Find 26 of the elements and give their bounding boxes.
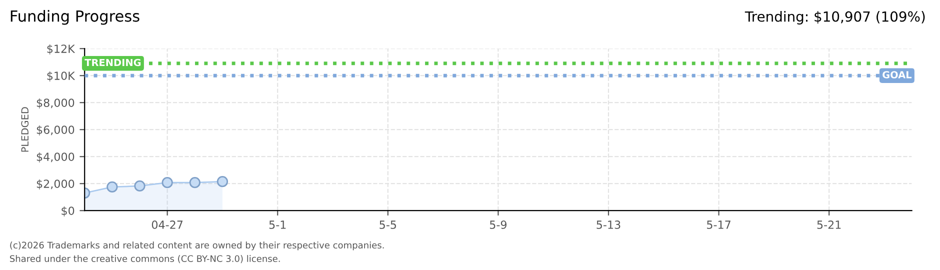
- y-tick-label: $12K: [47, 44, 76, 54]
- x-tick-label: 5-13: [596, 220, 620, 229]
- x-tick-label: 04-27: [152, 220, 183, 229]
- ref-line-label: TRENDING: [84, 58, 141, 66]
- x-tick-label: 5-5: [380, 220, 396, 229]
- point: [189, 177, 200, 188]
- point: [216, 176, 228, 188]
- text: (c)2026 Trademarks and related content are owned by their respective companies.: [10, 242, 384, 250]
- x-tick-label: 5-17: [707, 220, 730, 229]
- y-tick-label: $4,000: [36, 152, 74, 162]
- y-axis-title: PLEDGED: [21, 107, 29, 152]
- text: Trending: $10,907 (109%): [744, 11, 925, 24]
- y-tick-label: $8,000: [36, 98, 74, 108]
- x-tick-label: 5-9: [490, 220, 506, 229]
- x-tick-label: 5-21: [817, 220, 841, 229]
- chart-title: Funding Progress: [10, 10, 140, 25]
- point: [134, 180, 146, 192]
- y-tick-label: $6,000: [36, 125, 74, 136]
- y-tick-label: $10K: [47, 71, 76, 82]
- y-tick-label: $0: [62, 206, 74, 216]
- text: Shared under the creative commons (CC BY-NC 3.0) license.: [10, 255, 280, 264]
- point: [162, 177, 173, 188]
- ref-line-label: GOAL: [882, 71, 912, 78]
- x-tick-label: 5-1: [269, 220, 286, 229]
- y-tick-label: $2,000: [36, 179, 74, 190]
- point: [106, 181, 118, 193]
